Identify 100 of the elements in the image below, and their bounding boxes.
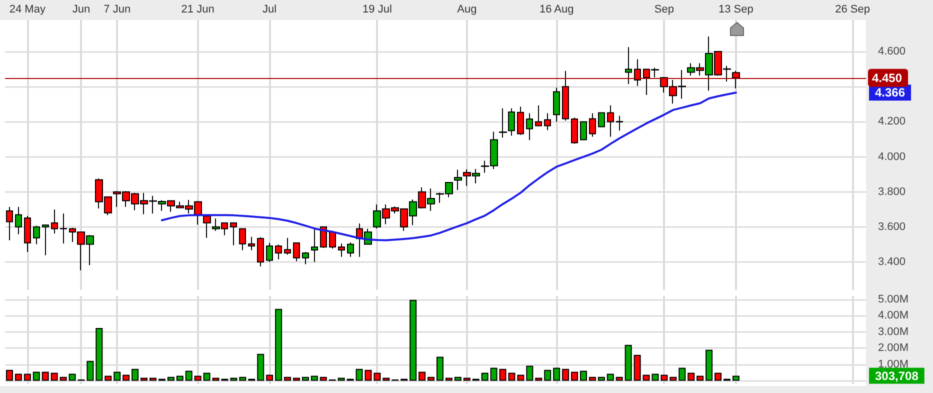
candlestick [499,108,507,138]
bar [732,376,740,381]
bar [6,370,13,381]
bar [714,372,722,381]
bar [42,372,49,381]
x-tick-label: 13 Sep [718,4,754,16]
bar [688,372,695,381]
bar [418,372,426,381]
candlestick [580,121,587,140]
candlestick [248,236,255,251]
candlestick [239,228,246,251]
bar [526,366,534,381]
bar [588,376,596,381]
y-tick-label: 5.00M [878,293,909,306]
y-tick-label: 4.00M [878,310,909,322]
y-tick-label: 4.000 [878,150,906,163]
y-tick-label: 3.00M [878,326,909,338]
bar [50,372,58,381]
candlestick [33,225,40,245]
bar [490,368,498,381]
x-tick-label: Sep [654,4,674,16]
x-tick-label: 21 Jun [181,4,214,16]
x-tick-label: 7 Jun [104,4,131,16]
candlestick [454,169,462,191]
candlestick [625,46,632,84]
candlestick [257,236,264,267]
bar [670,376,677,381]
bar [203,372,210,381]
bar [194,376,202,381]
bar [104,376,112,381]
candlestick [607,104,614,138]
candlestick [544,112,551,131]
x-tick-label: 24 May [9,4,46,16]
bar [239,376,246,381]
bar [428,376,435,381]
bar [176,376,184,381]
bar [266,374,274,381]
bar [24,374,31,381]
bar [132,368,139,381]
bar [660,374,668,381]
candlestick [42,224,49,256]
x-tick-label: 19 Jul [362,4,392,16]
candlestick [517,106,524,136]
bar [320,376,327,381]
candlestick [6,206,13,241]
bar [571,372,578,381]
bar [275,308,282,381]
bar [122,374,130,381]
y-tick-label: 3.800 [878,186,906,198]
bar [96,328,103,381]
bar [86,360,94,381]
bar [580,370,587,381]
candlestick [266,242,273,262]
x-tick-label: Jun [72,4,90,16]
ref-line-label: 4.450 [872,70,902,85]
bar [374,372,381,381]
bar [606,374,614,381]
bar [454,376,462,381]
bar [257,354,264,381]
bar [481,372,488,381]
candlestick [311,228,318,262]
bar [517,374,524,381]
candlestick [24,216,31,252]
y-tick-label: 3.600 [878,220,906,233]
candlestick [347,242,354,258]
bar [624,344,632,381]
bar [114,372,121,381]
bar [706,350,713,381]
bar [302,376,309,381]
bar [634,354,641,381]
candlestick [571,117,578,144]
y-tick-label: 1.00M [878,358,909,370]
bar [185,370,192,381]
text: 4.366 [875,86,906,100]
bar [167,376,174,381]
candlestick [598,112,605,128]
candlestick [553,87,560,122]
y-tick-label: 3.400 [878,256,906,268]
candlestick [526,112,533,141]
candlestick [732,70,740,89]
bar [696,376,704,381]
text: 303,708 [875,368,919,383]
x-tick-label: Aug [457,4,477,16]
line-series [160,92,737,242]
candlestick [275,244,282,260]
x-tick-label: 26 Sep [835,4,870,16]
candlestick [634,58,641,86]
bar [14,374,22,381]
bar [616,376,623,381]
candlestick [562,70,569,122]
bar [310,376,318,381]
bar [436,356,444,381]
candlestick [60,213,67,244]
candlestick [51,209,58,234]
candlestick [15,206,22,235]
x-tick-label: Jul [262,4,277,16]
candlestick [230,222,237,246]
y-tick-label: 4.200 [878,116,906,128]
x-tick-label: 16 Aug [539,4,574,16]
y-tick-label: 4.600 [878,46,906,58]
